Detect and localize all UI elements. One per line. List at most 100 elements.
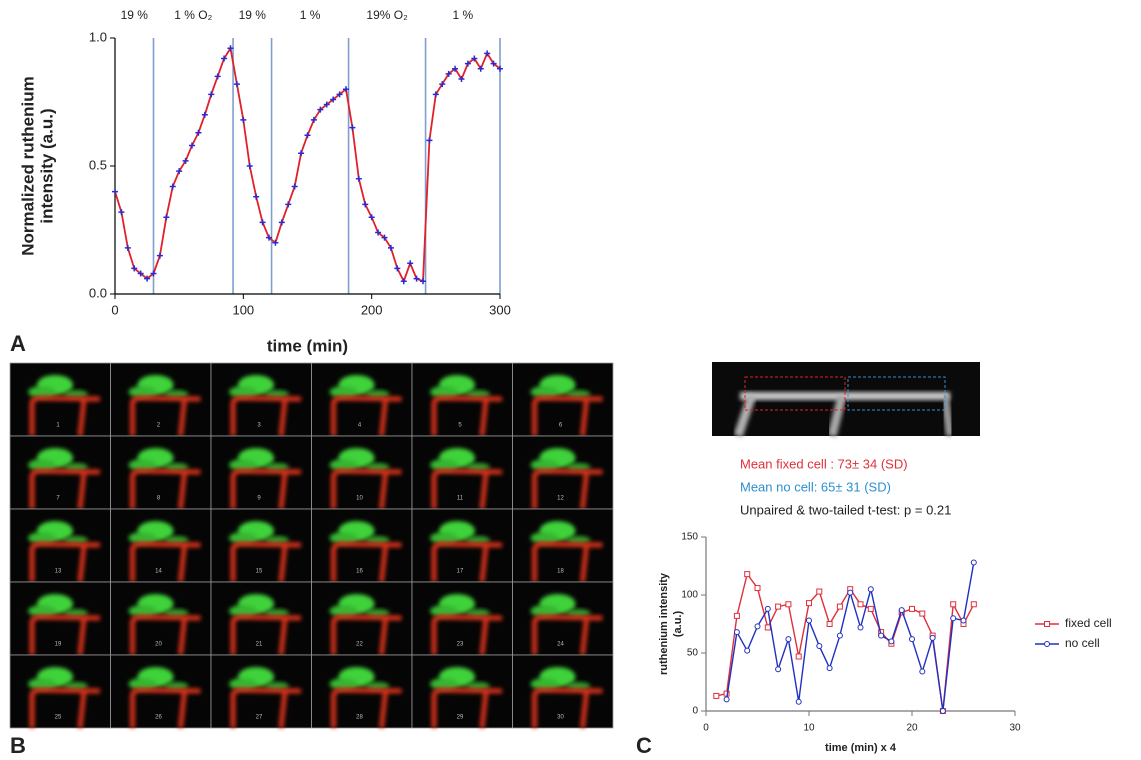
frame-number: 10 xyxy=(356,496,363,502)
frame-number: 23 xyxy=(457,642,464,648)
annotation: 1 % xyxy=(300,8,321,22)
marker xyxy=(754,623,761,630)
marker xyxy=(826,621,833,627)
cell xyxy=(229,605,257,617)
cell xyxy=(28,459,56,471)
vessel xyxy=(331,687,402,729)
marker xyxy=(343,86,349,93)
marker xyxy=(426,137,433,144)
y-tick-label: 0 xyxy=(692,706,698,717)
marker xyxy=(1044,641,1050,647)
vessel xyxy=(230,395,302,437)
marker xyxy=(266,234,272,241)
legend-label: fixed cell xyxy=(1065,616,1112,630)
frame: 12 xyxy=(512,435,614,510)
vessel xyxy=(230,468,302,510)
marker xyxy=(806,600,812,607)
marker xyxy=(112,188,118,195)
cell xyxy=(28,532,56,544)
frame: 25 xyxy=(9,654,111,729)
vessel xyxy=(29,687,101,729)
frame: 19 xyxy=(9,581,111,656)
panel-label: C xyxy=(636,733,652,758)
frame: 20 xyxy=(110,581,212,656)
marker xyxy=(898,607,905,614)
frame-number: 7 xyxy=(56,496,60,502)
marker xyxy=(960,617,967,624)
marker xyxy=(317,106,324,113)
frame: 26 xyxy=(110,654,212,729)
marker xyxy=(1044,621,1050,627)
frame-number: 17 xyxy=(457,569,464,575)
frame: 23 xyxy=(411,581,513,656)
y-axis-label: intensity (a.u.) xyxy=(37,108,56,223)
marker xyxy=(471,55,478,62)
marker xyxy=(950,601,957,608)
frame: 27 xyxy=(210,654,312,729)
frame: 16 xyxy=(311,508,413,583)
cell xyxy=(430,605,458,617)
marker xyxy=(497,65,503,72)
marker xyxy=(970,601,977,608)
series-line xyxy=(716,572,975,712)
frame: 7 xyxy=(9,435,111,510)
marker xyxy=(867,586,874,593)
marker xyxy=(387,244,394,251)
frame-number: 22 xyxy=(356,642,363,648)
x-axis-label: time (min) xyxy=(267,336,348,355)
x-tick-label: 300 xyxy=(489,302,511,317)
marker xyxy=(285,201,292,208)
vessel xyxy=(431,614,503,656)
marker xyxy=(733,612,740,619)
marker xyxy=(349,124,356,131)
marker xyxy=(156,252,163,259)
stat-text: Unpaired & two-tailed t-test: p = 0.21 xyxy=(740,502,951,517)
frame: 15 xyxy=(210,508,312,583)
frame: 29 xyxy=(411,654,513,729)
marker xyxy=(950,615,957,622)
marker xyxy=(375,229,382,236)
frame: 5 xyxy=(411,362,513,437)
marker xyxy=(144,275,151,282)
marker xyxy=(909,636,915,643)
frame-number: 30 xyxy=(557,715,564,721)
marker xyxy=(795,653,802,660)
marker xyxy=(253,193,260,200)
marker xyxy=(355,175,362,182)
marker xyxy=(221,55,228,62)
frame-number: 4 xyxy=(358,423,362,429)
frame-number: 19 xyxy=(55,642,62,648)
frame: 4 xyxy=(311,362,413,437)
y-axis-label: (a.u.) xyxy=(672,611,684,638)
series-line xyxy=(725,562,975,712)
marker xyxy=(484,50,491,57)
marker xyxy=(795,698,802,705)
frame-number: 27 xyxy=(256,715,263,721)
frame-number: 3 xyxy=(257,423,261,429)
cell xyxy=(28,678,56,690)
marker xyxy=(208,91,215,98)
marker xyxy=(330,96,337,103)
marker xyxy=(764,624,771,631)
frame: 3 xyxy=(210,362,312,437)
marker xyxy=(394,265,401,272)
cell xyxy=(530,678,559,690)
frame: 24 xyxy=(512,581,614,656)
frame-number: 8 xyxy=(157,496,161,502)
marker xyxy=(227,45,234,52)
cell xyxy=(128,678,157,690)
frame-number: 1 xyxy=(56,423,60,429)
cell xyxy=(530,605,559,617)
cell xyxy=(229,459,257,471)
annotation: 19 % xyxy=(239,8,267,22)
vessel xyxy=(230,687,302,729)
marker xyxy=(816,643,823,650)
marker xyxy=(298,150,305,157)
annotation: 19 % xyxy=(121,8,149,22)
y-tick-label: 1.0 xyxy=(89,29,107,44)
frame-number: 6 xyxy=(559,423,563,429)
marker xyxy=(381,234,388,241)
cell xyxy=(229,386,257,398)
